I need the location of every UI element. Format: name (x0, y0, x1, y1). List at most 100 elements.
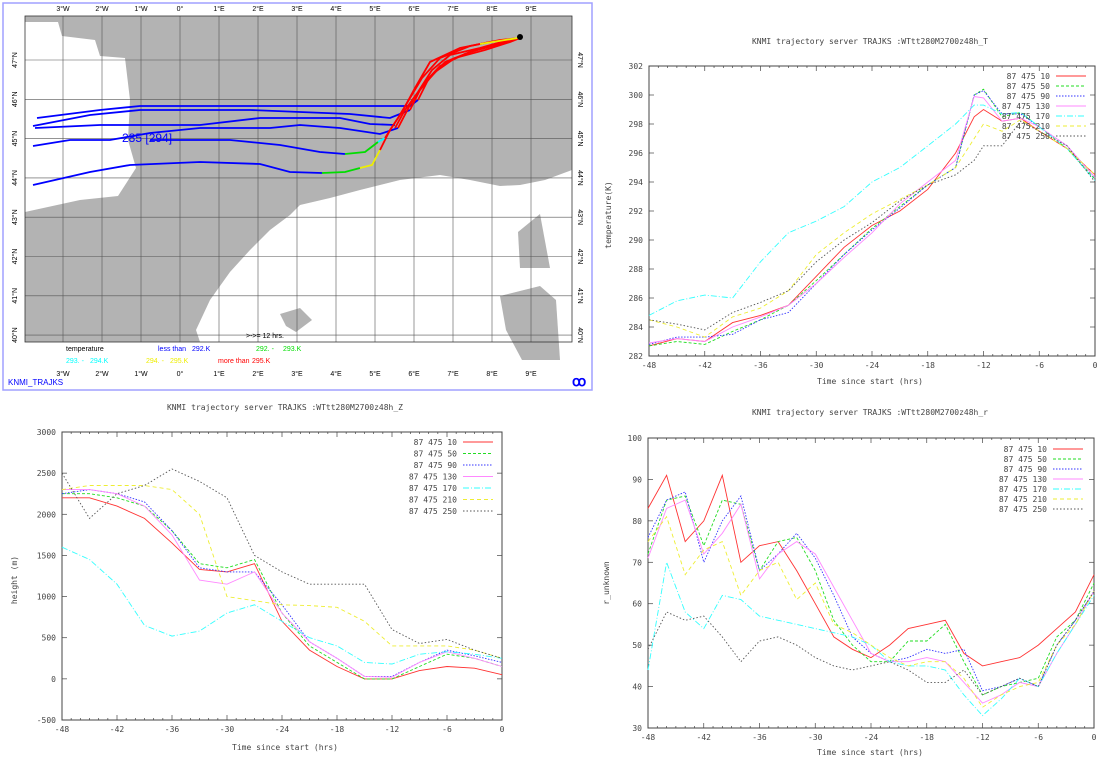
legend-label: 87 475 90 (1004, 465, 1048, 474)
x-tick-label: -18 (921, 361, 936, 370)
latitude-label: 42°N (576, 249, 584, 265)
longitude-label: 1°E (213, 370, 225, 378)
legend-label: 87 475 10 (414, 438, 458, 447)
series-line (61, 485, 503, 659)
x-tick-label: -24 (864, 733, 879, 742)
legend-title: temperature (66, 346, 104, 353)
series-line (648, 120, 1096, 331)
x-axis-label: Time since start (hrs) (232, 743, 338, 752)
series-line (62, 497, 503, 680)
legend-more-than: more than (218, 358, 250, 365)
longitude-label: 8°E (486, 5, 498, 13)
legend-label: 87 475 170 (1002, 112, 1050, 121)
x-tick-label: -48 (641, 733, 656, 742)
legend-range3: 294. - (146, 358, 165, 365)
y-tick-label: 100 (628, 434, 643, 443)
longitude-label: 7°E (447, 370, 459, 378)
series-line (647, 495, 1095, 696)
knmi-logo-icon: ꝏ (572, 373, 586, 389)
longitude-label: 5°E (369, 370, 381, 378)
legend-label: 87 475 170 (999, 485, 1047, 494)
legend-label: 87 475 250 (999, 505, 1047, 514)
legend-label: 87 475 50 (414, 450, 458, 459)
longitude-label: 2°W (95, 370, 109, 378)
series-line (62, 493, 503, 680)
latitude-label: 47°N (11, 52, 19, 68)
latitude-label: 40°N (576, 327, 584, 343)
x-tick-label: -12 (385, 725, 400, 734)
y-tick-label: 1000 (37, 593, 56, 602)
longitude-label: 3°W (56, 5, 70, 13)
x-tick-label: -30 (220, 725, 235, 734)
legend-label: 87 475 130 (999, 475, 1047, 484)
legend-label: 87 475 10 (1004, 445, 1048, 454)
x-tick-label: -12 (975, 733, 990, 742)
latitude-label: 45°N (576, 131, 584, 147)
legend-label: 87 475 50 (1007, 82, 1051, 91)
longitude-label: 4°E (330, 5, 342, 13)
series-line (647, 473, 1095, 667)
longitude-label: 4°E (330, 370, 342, 378)
chart-title: KNMI trajectory server TRAJKS :WTtt280M2… (167, 403, 403, 412)
series-line (647, 499, 1095, 704)
series-line (648, 90, 1096, 345)
x-tick-label: -36 (752, 733, 767, 742)
series-line (648, 119, 1096, 338)
legend-label: 87 475 210 (409, 496, 457, 505)
legend-range1: 292. - (256, 346, 275, 353)
y-tick-label: 292 (629, 207, 644, 216)
x-tick-label: -18 (330, 725, 345, 734)
longitude-label: 2°E (252, 5, 264, 13)
latitude-label: 40°N (11, 327, 19, 343)
y-tick-label: 0 (51, 675, 56, 684)
y-tick-label: 60 (632, 600, 642, 609)
legend-range1-end: 293.K (283, 346, 302, 353)
y-tick-label: 302 (629, 62, 644, 71)
longitude-label: 2°E (252, 370, 264, 378)
longitude-label: 2°W (95, 5, 109, 13)
arrow-note: >->= 12 hrs. (246, 333, 284, 340)
longitude-label: 1°W (134, 5, 148, 13)
y-axis-label: temperature(K) (604, 181, 613, 248)
x-tick-label: -36 (753, 361, 768, 370)
longitude-label: 3°W (56, 370, 70, 378)
latitude-label: 41°N (576, 288, 584, 304)
x-tick-label: -24 (275, 725, 290, 734)
y-axis-label: r_unknown (602, 561, 611, 605)
longitude-label: 9°E (525, 5, 537, 13)
series-line (647, 560, 1095, 717)
legend-label: 87 475 10 (1007, 72, 1051, 81)
latitude-label: 42°N (11, 249, 19, 265)
longitude-label: 1°E (213, 5, 225, 13)
trajectory-endpoint (517, 34, 523, 40)
x-axis-label: Time since start (hrs) (817, 377, 923, 386)
latitude-label: 44°N (11, 170, 19, 186)
height-chart: KNMI trajectory server TRAJKS :WTtt280M2… (10, 403, 505, 752)
mediterranean-sea (196, 170, 572, 342)
y-tick-label: 2500 (37, 469, 56, 478)
legend-label: 87 475 170 (409, 484, 457, 493)
y-tick-label: 50 (632, 641, 642, 650)
sardinia (500, 286, 560, 360)
legend-less-than: less than (158, 346, 186, 353)
series-line (61, 468, 503, 659)
x-axis-label: Time since start (hrs) (817, 748, 923, 757)
x-tick-label: -30 (808, 733, 823, 742)
y-tick-label: 286 (629, 294, 644, 303)
y-tick-label: 288 (629, 265, 644, 274)
legend-label: 87 475 130 (1002, 102, 1050, 111)
longitude-label: 0° (177, 5, 184, 13)
start-label: 285 [294] (122, 131, 172, 145)
y-tick-label: 290 (629, 236, 644, 245)
latitude-label: 41°N (11, 288, 19, 304)
series-line (648, 88, 1096, 347)
legend-less-than-value: 292.K (192, 346, 211, 353)
y-tick-label: 296 (629, 149, 644, 158)
longitude-label: 6°E (408, 5, 420, 13)
y-tick-label: 80 (632, 517, 642, 526)
longitude-label: 5°E (369, 5, 381, 13)
trajectories (32, 34, 523, 186)
x-tick-label: 0 (1092, 733, 1097, 742)
x-tick-label: -18 (920, 733, 935, 742)
